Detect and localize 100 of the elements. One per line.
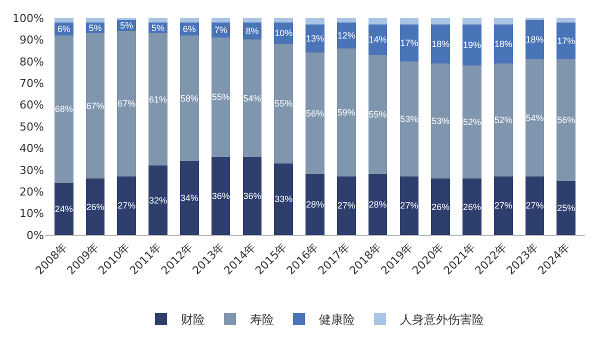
bar [494, 64, 513, 176]
data-label: 36% [243, 190, 262, 201]
legend-label: 健康险 [319, 312, 355, 327]
legend-label: 财险 [181, 312, 205, 327]
bar [180, 18, 199, 22]
bar [368, 174, 388, 235]
data-label: 13% [306, 34, 324, 44]
data-label: 7% [214, 24, 228, 35]
bar [556, 22, 576, 60]
bar [400, 18, 419, 25]
data-label: 27% [400, 200, 418, 211]
bar [86, 18, 105, 22]
y-tick-label: 80% [20, 55, 44, 68]
bar [274, 18, 294, 22]
data-label: 6% [182, 24, 196, 34]
data-label: 68% [54, 104, 73, 114]
bar [211, 38, 230, 157]
data-label: 10% [274, 28, 293, 38]
bar [494, 176, 513, 235]
bar [306, 52, 324, 174]
bar [180, 161, 199, 235]
data-label: 34% [180, 193, 198, 204]
data-label: 18% [494, 39, 512, 50]
bar [494, 18, 513, 25]
bar [431, 64, 450, 179]
y-tick-label: 70% [20, 76, 44, 90]
data-label: 53% [432, 116, 450, 126]
data-label: 25% [557, 202, 576, 213]
bar [462, 18, 482, 25]
bar [336, 18, 356, 22]
bar [462, 66, 482, 179]
data-label: 53% [400, 114, 418, 124]
bar [556, 18, 576, 22]
data-label: 26% [432, 202, 450, 212]
bar [148, 166, 168, 235]
y-tick-label: 90% [20, 34, 44, 47]
data-label: 26% [86, 202, 104, 212]
bar [242, 156, 262, 235]
data-label: 54% [243, 93, 262, 104]
bar [54, 18, 74, 22]
data-label: 27% [118, 200, 136, 211]
data-label: 19% [462, 40, 481, 50]
bar [556, 59, 576, 181]
bar [54, 35, 74, 183]
data-label: 24% [54, 204, 73, 214]
bar [180, 35, 199, 162]
bar [431, 24, 450, 64]
data-label: 55% [368, 110, 387, 120]
bar [400, 176, 419, 235]
data-label: 67% [86, 100, 104, 111]
data-label: 55% [274, 98, 293, 109]
data-label: 5% [88, 22, 102, 33]
legend-label: 寿险 [250, 312, 274, 327]
bar [148, 33, 168, 166]
bar [336, 176, 356, 235]
bar [86, 178, 105, 235]
data-label: 26% [462, 202, 481, 212]
legend-label: 人身意外伤害险 [400, 312, 484, 327]
data-label: 5% [152, 22, 165, 33]
data-label: 52% [462, 117, 481, 128]
bar [54, 182, 74, 235]
bar [400, 24, 419, 62]
data-label: 56% [557, 114, 576, 125]
bar [117, 176, 136, 235]
data-label: 17% [400, 38, 418, 48]
y-tick-label: 100% [12, 12, 44, 25]
y-tick-label: 40% [20, 142, 44, 156]
y-tick-label: 10% [20, 207, 44, 220]
bar [400, 61, 419, 176]
bar [462, 24, 482, 66]
data-label: 54% [526, 112, 544, 123]
bar [368, 18, 388, 25]
bar [148, 18, 168, 22]
bar [211, 156, 230, 235]
bar [431, 18, 450, 25]
data-label: 58% [180, 93, 198, 104]
data-label: 33% [274, 194, 293, 204]
data-label: 18% [526, 34, 544, 45]
bar [368, 54, 388, 174]
bar [494, 24, 513, 64]
data-label: 8% [246, 26, 259, 36]
y-tick-label: 60% [20, 98, 44, 112]
data-label: 52% [494, 114, 512, 125]
data-label: 17% [557, 36, 576, 46]
y-tick-label: 30% [20, 164, 44, 177]
data-label: 55% [212, 92, 230, 102]
data-label: 61% [149, 94, 168, 104]
data-label: 27% [494, 200, 512, 211]
bar [431, 178, 450, 235]
data-label: 27% [526, 200, 544, 211]
bar [556, 180, 576, 235]
data-label: 36% [212, 190, 230, 201]
bar [336, 48, 356, 176]
bar [306, 174, 324, 235]
bar [86, 33, 105, 179]
bar [525, 59, 544, 176]
bar [274, 44, 294, 164]
data-label: 6% [57, 24, 70, 34]
data-label: 28% [306, 200, 324, 210]
data-label: 28% [368, 200, 387, 210]
